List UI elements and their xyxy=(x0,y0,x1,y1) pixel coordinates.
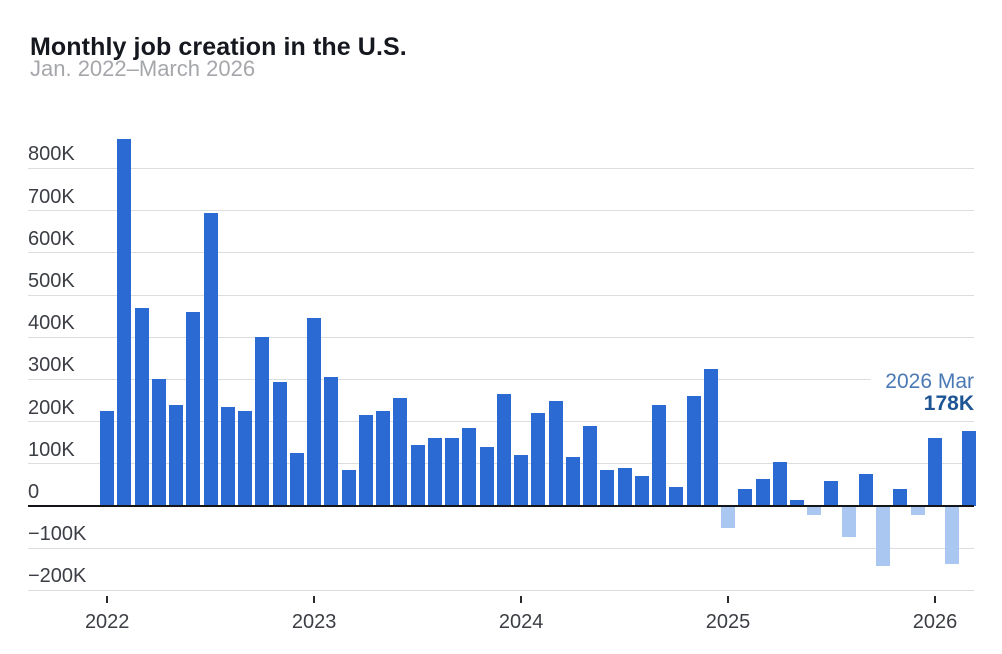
bar[interactable] xyxy=(117,138,132,506)
y-gridline xyxy=(28,589,974,591)
y-gridline xyxy=(28,252,974,254)
bar[interactable] xyxy=(479,446,494,506)
bar[interactable] xyxy=(772,461,787,506)
y-axis-label: 100K xyxy=(28,438,75,461)
bar[interactable] xyxy=(427,438,442,506)
bar[interactable] xyxy=(341,470,356,506)
bar[interactable] xyxy=(358,415,373,506)
y-axis-label: 200K xyxy=(28,396,75,419)
y-gridline xyxy=(28,294,974,296)
bar[interactable] xyxy=(583,425,598,506)
y-axis-label: 300K xyxy=(28,354,75,377)
bar[interactable] xyxy=(100,411,115,506)
bar[interactable] xyxy=(376,411,391,506)
bar[interactable] xyxy=(617,468,632,506)
bar[interactable] xyxy=(858,474,873,506)
bar[interactable] xyxy=(393,398,408,506)
chart-title: Monthly job creation in the U.S. xyxy=(30,32,407,61)
bar[interactable] xyxy=(962,430,977,506)
y-axis-label: 600K xyxy=(28,227,75,250)
bar[interactable] xyxy=(945,507,960,564)
bar[interactable] xyxy=(272,381,287,506)
latest-value-annotation: 2026 Mar 178K xyxy=(871,370,974,417)
bar[interactable] xyxy=(565,457,580,506)
bar[interactable] xyxy=(634,476,649,506)
bar[interactable] xyxy=(600,470,615,506)
x-axis-tick xyxy=(933,596,936,603)
bar[interactable] xyxy=(876,507,891,567)
annotation-month-label: 2026 Mar xyxy=(885,370,974,393)
chart-subtitle: Jan. 2022–March 2026 xyxy=(30,56,256,81)
y-axis-label: 800K xyxy=(28,143,75,166)
bar[interactable] xyxy=(289,453,304,506)
bar[interactable] xyxy=(893,489,908,506)
x-axis-label: 2022 xyxy=(84,611,130,633)
x-axis-label: 2026 xyxy=(912,611,958,633)
bar[interactable] xyxy=(807,507,822,516)
bar[interactable] xyxy=(410,444,425,506)
x-axis-tick xyxy=(313,596,316,603)
bar[interactable] xyxy=(703,368,718,506)
bar[interactable] xyxy=(186,311,201,506)
bar[interactable] xyxy=(445,438,460,506)
bar[interactable] xyxy=(307,318,322,506)
bar[interactable] xyxy=(652,404,667,506)
bar[interactable] xyxy=(669,487,684,506)
bar[interactable] xyxy=(134,307,149,506)
bar[interactable] xyxy=(790,499,804,506)
y-axis-label: −100K xyxy=(28,523,87,546)
zero-axis-line xyxy=(28,505,974,507)
bar[interactable] xyxy=(203,212,218,506)
x-axis-tick xyxy=(520,596,523,603)
bar[interactable] xyxy=(462,427,477,506)
bar[interactable] xyxy=(496,394,511,506)
bar[interactable] xyxy=(220,406,235,506)
y-gridline xyxy=(28,210,974,212)
x-axis-tick xyxy=(106,596,109,603)
bar[interactable] xyxy=(324,377,339,506)
bar[interactable] xyxy=(531,413,546,506)
bar[interactable] xyxy=(927,438,942,506)
y-axis-label: 400K xyxy=(28,312,75,335)
bar[interactable] xyxy=(169,404,184,506)
y-axis-label: −200K xyxy=(28,565,87,588)
x-axis-label: 2025 xyxy=(705,611,751,633)
y-axis-label: 500K xyxy=(28,270,75,292)
y-axis-label: 700K xyxy=(28,185,75,208)
bar[interactable] xyxy=(151,379,166,506)
bar[interactable] xyxy=(514,455,529,506)
bar[interactable] xyxy=(841,507,856,537)
x-axis-label: 2023 xyxy=(291,611,337,633)
bar[interactable] xyxy=(238,411,253,506)
bar[interactable] xyxy=(910,507,925,516)
bar[interactable] xyxy=(738,489,753,506)
annotation-value-label: 178K xyxy=(923,392,974,415)
y-axis-label: 0 xyxy=(28,481,40,503)
bar[interactable] xyxy=(824,480,839,506)
x-axis-tick xyxy=(727,596,730,603)
bar[interactable] xyxy=(548,400,563,506)
bar[interactable] xyxy=(721,507,736,529)
bar[interactable] xyxy=(686,396,701,506)
bar[interactable] xyxy=(755,478,770,506)
y-gridline xyxy=(28,378,974,380)
x-axis-label: 2024 xyxy=(498,611,544,633)
bar[interactable] xyxy=(255,337,270,506)
y-gridline xyxy=(28,336,974,338)
y-gridline xyxy=(28,167,974,169)
y-gridline xyxy=(28,547,974,549)
